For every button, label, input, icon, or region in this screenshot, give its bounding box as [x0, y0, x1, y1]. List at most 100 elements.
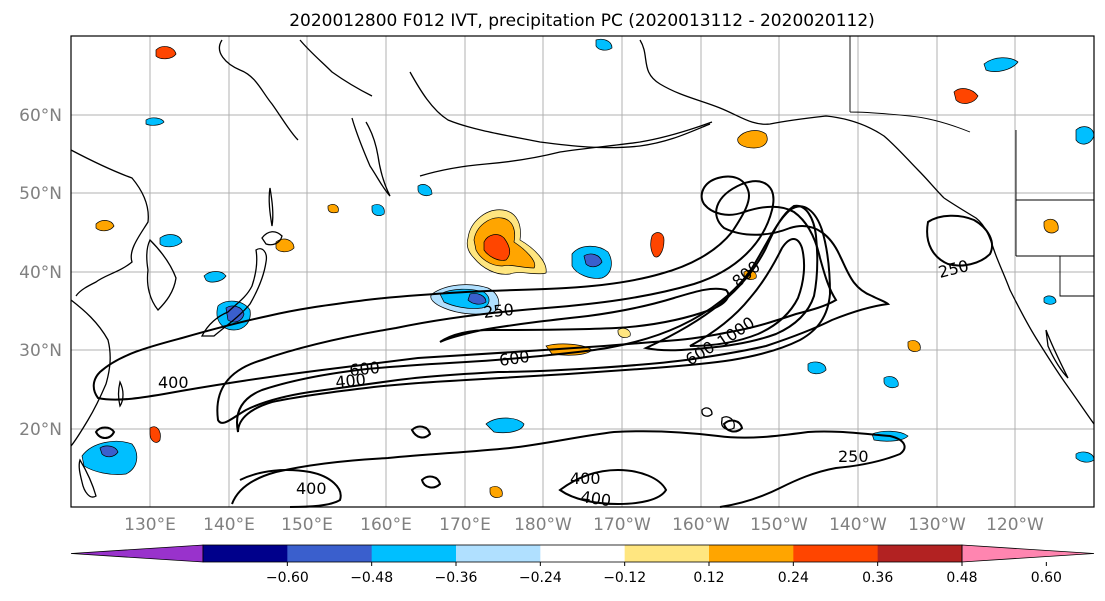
lon-label: 130°E — [124, 515, 176, 535]
lon-label: 160°E — [360, 515, 412, 535]
precip-blob-negative — [807, 361, 827, 375]
latitude-labels: 60°N 50°N 40°N 30°N 20°N — [19, 106, 62, 440]
contour-label: 400 — [158, 373, 189, 392]
colorbar-tick-label: −0.36 — [435, 570, 478, 586]
colorbar-tick-label: −0.60 — [266, 570, 309, 586]
lat-label: 40°N — [19, 263, 62, 283]
lon-label: 150°W — [750, 515, 808, 535]
ivt-contour-400 — [558, 468, 668, 506]
ivt-contour-250 — [439, 287, 730, 343]
precip-blob-positive — [149, 426, 161, 443]
precip-blob-positive — [155, 46, 177, 60]
coastline-philippines — [78, 458, 97, 498]
ivt-contour-600 — [236, 205, 832, 433]
precip-blob-positive — [483, 234, 510, 261]
ivt-contour-250 — [926, 214, 993, 267]
coastline-aleutians — [419, 121, 713, 177]
colorbar-segment — [709, 545, 794, 562]
precip-blob-positive — [650, 232, 665, 258]
precip-blob-negative — [159, 234, 183, 248]
colorbar-segment — [624, 545, 710, 562]
ivt-contour-small — [94, 419, 744, 489]
colorbar-tick-label: 0.60 — [1031, 570, 1062, 586]
colorbar-tick-label: 0.36 — [862, 570, 893, 586]
precip-blob-positive — [907, 340, 921, 352]
coastline-asia — [70, 39, 711, 297]
lon-label: 140°E — [203, 515, 255, 535]
colorbar-segment — [877, 545, 963, 562]
lat-label: 60°N — [19, 106, 62, 126]
precip-blob-negative — [371, 204, 385, 216]
precip-blob-negative — [583, 253, 603, 268]
colorbar-frame — [202, 544, 963, 563]
map-frame — [70, 35, 1095, 508]
precip-blob-negative — [81, 441, 138, 475]
colorbar-tick-label: −0.24 — [519, 570, 562, 586]
contour-label: 400 — [296, 479, 327, 498]
contour-label: 600 — [498, 347, 531, 370]
precip-blob-positive — [275, 238, 295, 253]
contour-label: 400 — [579, 487, 612, 510]
coastlines — [70, 36, 1095, 498]
lon-label: 140°W — [829, 515, 887, 535]
precip-blob-negative — [203, 271, 227, 283]
longitude-labels: 130°E 140°E 150°E 160°E 170°E 180°W 170°… — [124, 515, 1044, 535]
precip-blob-negative — [417, 184, 433, 196]
ivt-contour-400 — [239, 469, 342, 508]
coastline-hawaii — [701, 407, 735, 431]
precip-blob-positive — [953, 88, 979, 104]
coastline-taiwan — [117, 380, 124, 408]
colorbar-segment — [456, 545, 541, 562]
coastline-baja — [1045, 329, 1069, 379]
coastline-alaska — [639, 39, 945, 199]
ivt-contours — [92, 175, 993, 508]
colorbar-tick-label: −0.12 — [603, 570, 646, 586]
map-panel: 250 250 250 400 400 400 400 400 600 600 … — [70, 35, 1095, 510]
coastline-kamchatka — [351, 117, 391, 197]
colorbar-tick-label: 0.12 — [693, 570, 724, 586]
precip-blob-positive — [327, 204, 339, 214]
coastline-japan — [200, 248, 268, 337]
precip-blob-negative — [145, 117, 165, 126]
colorbar-tick-label: −0.48 — [350, 570, 393, 586]
precip-blob-positive — [1043, 218, 1059, 234]
precip-blob-positive — [617, 328, 631, 338]
coastline-sakhalin — [268, 187, 274, 227]
colorbar-segment — [287, 545, 373, 562]
lon-label: 120°W — [986, 515, 1044, 535]
coastline-korea — [146, 238, 177, 311]
lat-label: 20°N — [19, 420, 62, 440]
lon-label: 160°W — [672, 515, 730, 535]
colorbar-segment — [371, 545, 457, 562]
precip-blob-negative — [467, 293, 487, 305]
precip-blob-negative — [485, 417, 525, 434]
precip-blob-positive — [737, 130, 768, 149]
contour-label: 600 — [348, 358, 380, 380]
ivt-contour-250 — [216, 180, 891, 424]
coastline-north-america — [943, 197, 1095, 425]
map-title: 2020012800 F012 IVT, precipitation PC (2… — [289, 11, 875, 31]
lon-label: 170°W — [593, 515, 651, 535]
lon-label: 180°W — [514, 515, 572, 535]
coastline-hokkaido — [261, 231, 283, 246]
ivt-contour-250 — [231, 430, 906, 508]
precip-blob-positive — [95, 220, 115, 232]
contour-label: 250 — [482, 300, 514, 322]
colorbar-tick-label: 0.24 — [778, 570, 809, 586]
colorbar-segment — [203, 545, 288, 562]
lon-label: 150°E — [281, 515, 333, 535]
border-canada — [849, 36, 1094, 297]
contour-label: 400 — [570, 469, 601, 488]
ivt-contour-400 — [92, 175, 838, 401]
lat-label: 30°N — [19, 341, 62, 361]
ivt-contour-1000 — [689, 238, 806, 347]
colorbar-segment — [540, 545, 626, 562]
precip-blob-negative — [595, 38, 613, 51]
coastline-china — [70, 299, 111, 447]
precip-blob-negative — [99, 445, 119, 458]
colorbar-extend-low — [70, 544, 204, 563]
colorbar: −0.60 −0.48 −0.36 −0.24 −0.12 0.12 0.24 0.36 0.4… — [70, 544, 1095, 586]
colorbar-tick-label: 0.48 — [946, 570, 977, 586]
lat-label: 50°N — [19, 184, 62, 204]
